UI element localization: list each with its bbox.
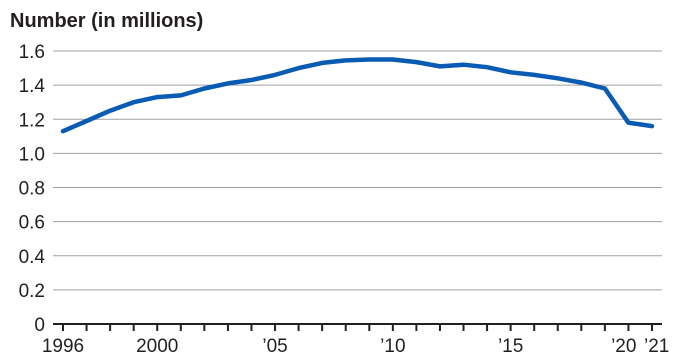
x-tick-label: ’05	[262, 336, 287, 357]
x-axis	[53, 323, 662, 331]
x-tick-label: ’10	[380, 336, 405, 357]
y-tick-label: 1.6	[19, 42, 45, 63]
y-tick-labels: 0 0.2 0.4 0.6 0.8 1.0 1.2 1.4 1.6	[19, 42, 46, 336]
x-tick-label: 2000	[136, 336, 178, 357]
x-tick-labels: 1996 2000 ’05 ’10 ’15 ’20 ’21	[42, 336, 670, 357]
y-axis-title: Number (in millions)	[10, 10, 203, 32]
y-tick-label: 1.0	[19, 144, 45, 165]
gridlines	[53, 50, 662, 291]
y-tick-label: 0.4	[19, 247, 46, 268]
x-tick-label: 1996	[42, 336, 84, 357]
y-tick-label: 0.8	[19, 179, 45, 200]
series-layer	[60, 57, 655, 134]
y-tick-label: 1.2	[19, 110, 45, 131]
y-tick-label: 0.6	[19, 213, 45, 234]
x-tick-label: ’20	[611, 336, 636, 357]
x-tick-label: ’21	[644, 336, 669, 357]
y-tick-label: 0	[34, 315, 45, 336]
series-line	[60, 57, 655, 134]
y-tick-label: 1.4	[19, 76, 46, 97]
x-tick-label: ’15	[498, 336, 523, 357]
y-tick-label: 0.2	[19, 281, 45, 302]
